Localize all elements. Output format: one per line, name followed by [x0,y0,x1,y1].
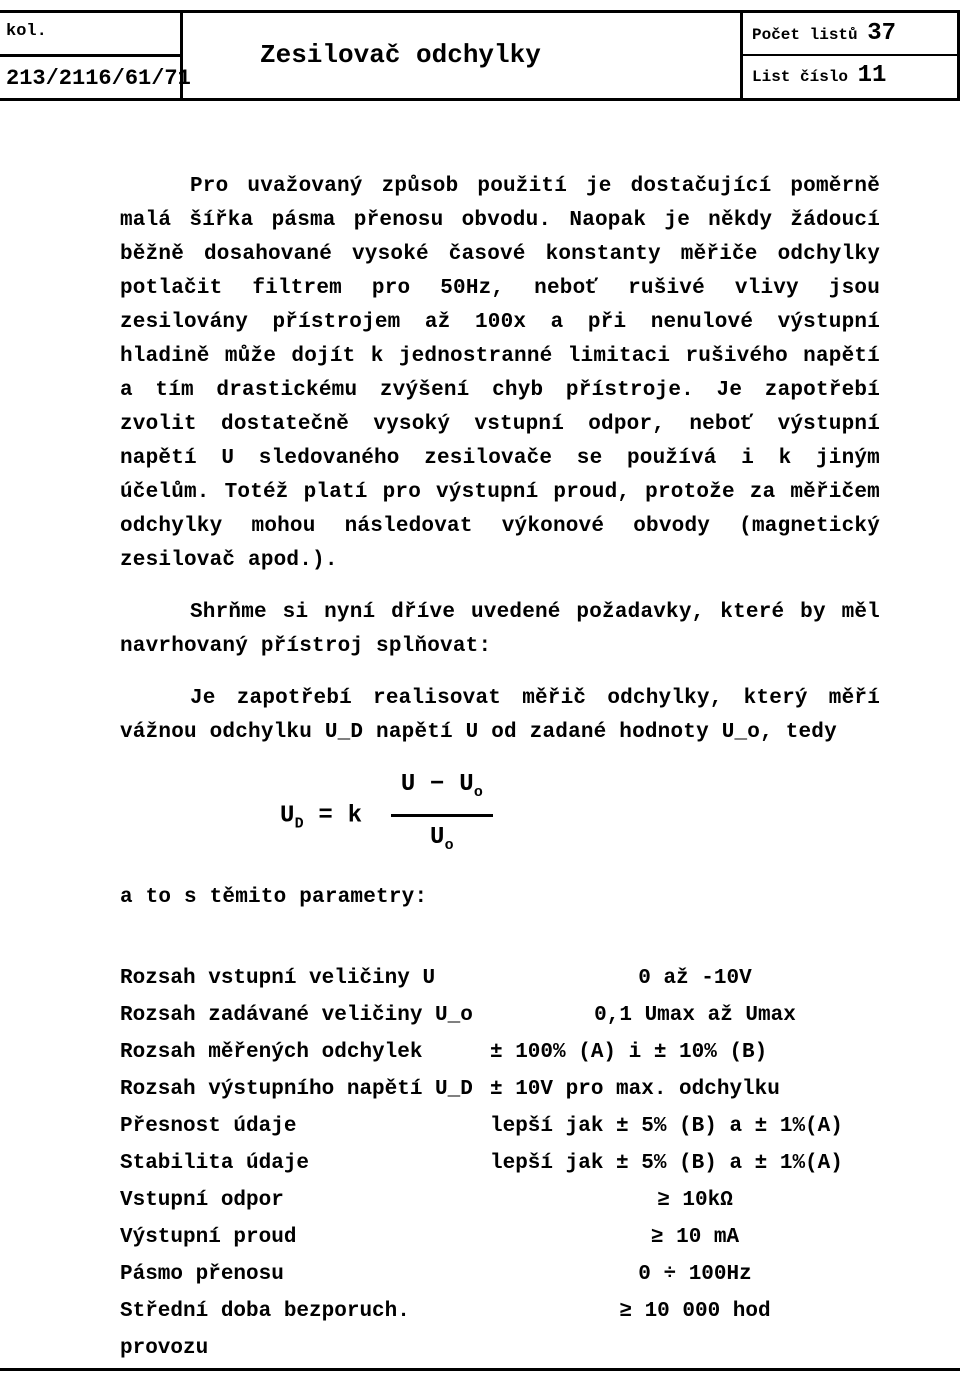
param-value: lepší jak ± 5% (B) a ± 1%(A) [490,1108,900,1145]
paragraph-4: a to s těmito parametry: [120,881,880,915]
formula-numerator: U − Uo [391,768,493,817]
param-label: Výstupní proud [120,1219,490,1256]
formula-den-sub: o [445,837,454,854]
header-rule-bottom [0,98,960,101]
header-pocet-listu: Počet listů 37 [752,20,896,47]
param-row: Výstupní proud ≥ 10 mA [120,1219,900,1256]
formula-denominator: Uo [391,817,493,863]
param-label: Pásmo přenosu [120,1256,490,1293]
param-value: ± 100% (A) i ± 10% (B) [490,1034,900,1071]
param-value: 0 ÷ 100Hz [490,1256,900,1293]
param-row: Rozsah výstupního napětí U_D ± 10V pro m… [120,1071,900,1108]
formula-num-sub: o [474,784,483,801]
paragraph-3: Je zapotřebí realisovat měřič odchylky, … [120,682,880,750]
param-label: Stabilita údaje [120,1145,490,1182]
formula-lhs: U [280,803,295,830]
param-row: Pásmo přenosu 0 ÷ 100Hz [120,1256,900,1293]
param-row: Rozsah vstupní veličiny U 0 až -10V [120,960,900,997]
param-value: ≥ 10kΩ [490,1182,900,1219]
param-row: Stabilita údaje lepší jak ± 5% (B) a ± 1… [120,1145,900,1182]
param-value: 0,1 Umax až Umax [490,997,900,1034]
param-value: 0 až -10V [490,960,900,997]
header-doc-code: 213/2116/61/71 [6,66,191,91]
param-label: Rozsah vstupní veličiny U [120,960,490,997]
header-kol-label: kol. [6,22,47,41]
pocet-listu-label: Počet listů [752,26,858,44]
param-label: Střední doba bezporuch. provozu [120,1293,490,1367]
param-label: Přesnost údaje [120,1108,490,1145]
param-value: ≥ 10 mA [490,1219,900,1256]
pocet-listu-value: 37 [867,20,896,47]
formula-den-text: U [430,824,445,851]
formula-fraction: U − Uo Uo [391,768,493,863]
paragraph-2: Shrňme si nyní dříve uvedené požadavky, … [120,596,880,664]
param-label: Rozsah výstupního napětí U_D [120,1071,490,1108]
param-value: ± 10V pro max. odchylku [490,1071,900,1108]
formula: UD = k U − Uo Uo [280,768,880,863]
parameter-list: Rozsah vstupní veličiny U 0 až -10V Rozs… [120,960,900,1367]
paragraph-1: Pro uvažovaný způsob použití je dostačuj… [120,170,880,578]
param-value: lepší jak ± 5% (B) a ± 1%(A) [490,1145,900,1182]
param-label: Rozsah měřených odchylek [120,1034,490,1071]
formula-num-text: U − U [401,771,474,798]
formula-lhs-sub: D [295,815,304,832]
param-row: Vstupní odpor ≥ 10kΩ [120,1182,900,1219]
header-rule-split [740,54,957,56]
header-table: kol. 213/2116/61/71 Zesilovač odchylky P… [0,10,960,100]
formula-eq: = k [318,803,376,830]
header-list-cislo: List číslo 11 [752,62,886,89]
header-rule-top [0,10,960,13]
header-rule-mid [0,54,180,57]
param-label: Rozsah zadávané veličiny U_o [120,997,490,1034]
param-row: Přesnost údaje lepší jak ± 5% (B) a ± 1%… [120,1108,900,1145]
body-text: Pro uvažovaný způsob použití je dostačuj… [120,170,880,933]
param-row: Střední doba bezporuch. provozu ≥ 10 000… [120,1293,900,1367]
param-value: ≥ 10 000 hod [490,1293,900,1367]
param-row: Rozsah měřených odchylek ± 100% (A) i ± … [120,1034,900,1071]
header-title: Zesilovač odchylky [260,40,541,70]
list-cislo-label: List číslo [752,68,848,86]
bottom-rule [0,1368,960,1371]
param-label: Vstupní odpor [120,1182,490,1219]
list-cislo-value: 11 [858,62,887,89]
page: kol. 213/2116/61/71 Zesilovač odchylky P… [0,0,960,1391]
param-row: Rozsah zadávané veličiny U_o 0,1 Umax až… [120,997,900,1034]
